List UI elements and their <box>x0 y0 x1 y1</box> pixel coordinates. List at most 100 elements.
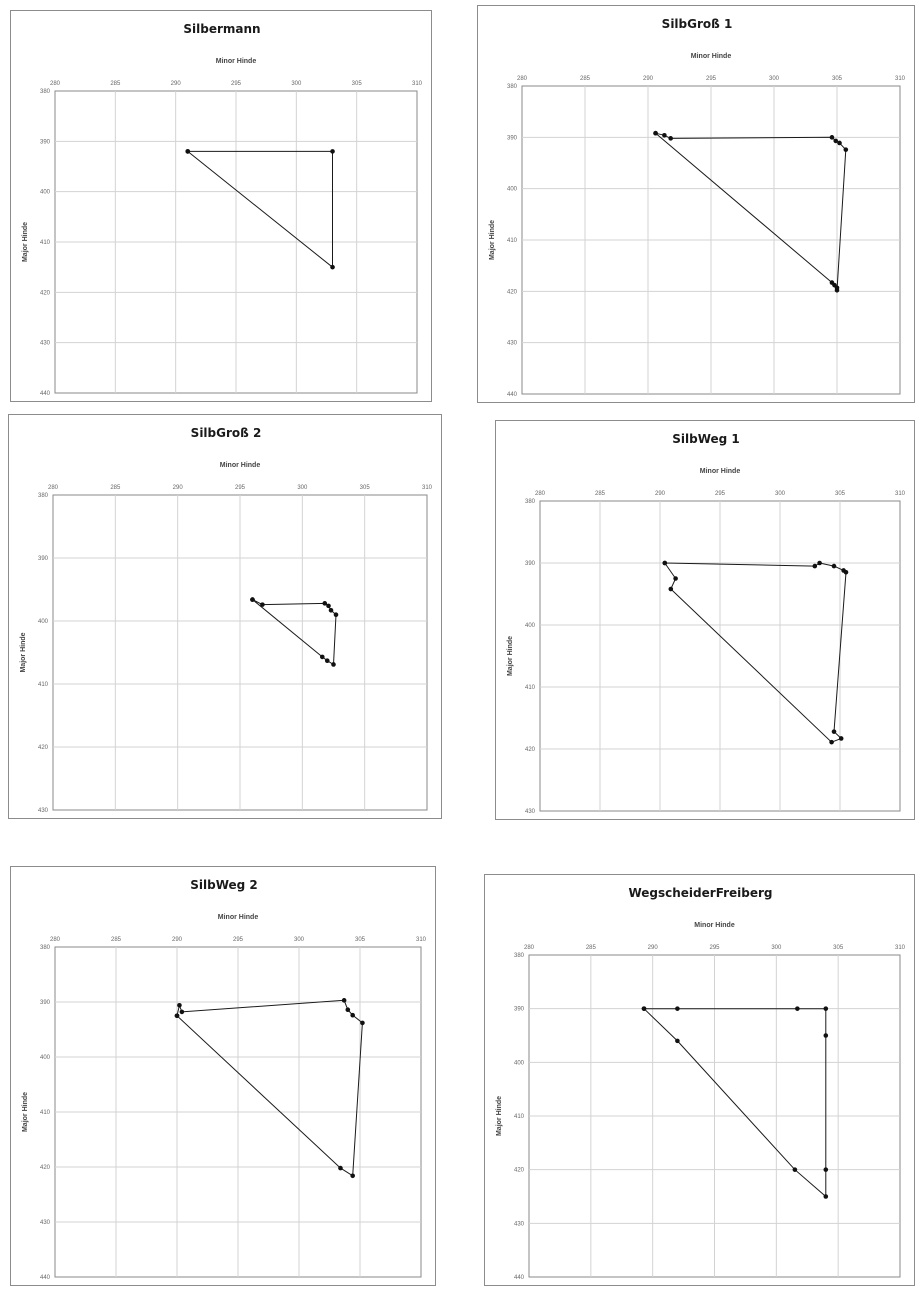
data-point <box>838 736 844 741</box>
y-tick-label: 440 <box>40 1275 51 1281</box>
data-point <box>341 998 347 1003</box>
x-tick-label: 300 <box>771 945 782 951</box>
x-tick-label: 285 <box>110 485 121 491</box>
chart-panel-silbgross-1: SilbGroß 1 Minor Hinde Major Hinde 280 285 29… <box>477 5 915 403</box>
y-tick-label: 400 <box>38 619 49 625</box>
y-tick-label: 420 <box>514 1168 525 1174</box>
x-tick-label: 285 <box>111 937 122 943</box>
data-point <box>350 1012 355 1018</box>
data-point <box>653 130 658 136</box>
x-tick-label: 310 <box>412 81 423 87</box>
y-tick-label: 410 <box>40 240 51 246</box>
data-point <box>668 586 674 592</box>
y-tick-label: 400 <box>514 1060 525 1066</box>
y-tick-label: 380 <box>507 84 518 90</box>
chart-title: SilbGroß 1 <box>662 17 733 31</box>
x-axis-label: Minor Hinde <box>218 914 259 921</box>
data-point <box>843 570 849 575</box>
data-point <box>829 135 835 140</box>
x-tick-label: 285 <box>586 945 597 951</box>
x-tick-label: 285 <box>580 76 591 82</box>
data-point <box>345 1007 351 1012</box>
data-point <box>185 149 191 154</box>
y-tick-label: 390 <box>507 135 518 141</box>
data-point <box>795 1006 800 1011</box>
x-tick-label: 310 <box>422 485 433 491</box>
x-tick-label: 305 <box>355 937 366 943</box>
series-line <box>643 1008 827 1198</box>
data-point <box>179 1009 185 1015</box>
x-tick-label: 295 <box>706 76 717 82</box>
data-point <box>829 280 835 285</box>
y-tick-label: 410 <box>507 238 518 244</box>
x-tick-label: 280 <box>50 81 61 87</box>
data-point <box>177 1003 182 1008</box>
y-tick-label: 380 <box>40 945 51 951</box>
y-tick-label: 410 <box>40 1110 51 1116</box>
x-tick-label: 285 <box>595 491 606 497</box>
y-tick-label: 430 <box>40 341 51 347</box>
chart-panel-silbweg-1: SilbWeg 1 Minor Hinde Major Hinde 280 285 290… <box>495 420 915 820</box>
y-tick-label: 410 <box>514 1114 525 1120</box>
data-point <box>823 1167 829 1172</box>
y-axis-label: Major Hinde <box>22 1092 29 1132</box>
data-point <box>837 140 842 146</box>
x-axis-label: Minor Hinde <box>216 58 257 65</box>
x-tick-label: 280 <box>48 485 59 491</box>
x-tick-label: 310 <box>895 491 906 497</box>
chart-panel-silbermann: Silbermann Minor Hinde Major Hinde 280 285 29… <box>10 10 432 402</box>
x-tick-label: 305 <box>360 485 371 491</box>
data-point <box>319 654 325 660</box>
data-point <box>668 136 673 141</box>
data-point <box>831 729 837 734</box>
chart-panel-silbweg-2: SilbWeg 2 Minor Hinde Major Hinde 280 285 290… <box>10 866 436 1286</box>
series-line <box>176 999 363 1177</box>
chart-panel-silbgross-2: SilbGroß 2 Minor Hinde Major Hinde 280 285 29… <box>8 414 442 819</box>
series-line <box>187 150 333 269</box>
data-point <box>817 560 822 566</box>
chart-title: SilbWeg 1 <box>672 432 740 446</box>
x-axis-label: Minor Hinde <box>700 468 741 475</box>
data-point <box>831 563 837 569</box>
x-tick-label: 295 <box>709 945 720 951</box>
chart-title: WegscheiderFreiberg <box>628 886 772 900</box>
x-tick-label: 295 <box>231 81 242 87</box>
data-point <box>662 132 667 138</box>
chart-title: Silbermann <box>183 22 260 36</box>
data-point <box>641 1006 647 1011</box>
x-tick-label: 305 <box>352 81 363 87</box>
data-point <box>350 1173 355 1179</box>
y-tick-label: 430 <box>507 341 518 347</box>
x-axis-label: Minor Hinde <box>220 462 261 469</box>
chart-panel-wegscheiderfreiberg: WegscheiderFreiberg Minor Hinde Major Hind… <box>484 874 915 1286</box>
y-tick-label: 390 <box>40 1000 51 1006</box>
data-point <box>675 1038 680 1044</box>
x-tick-label: 280 <box>517 76 528 82</box>
x-tick-label: 280 <box>50 937 61 943</box>
x-tick-label: 300 <box>294 937 305 943</box>
y-axis-label: Major Hinde <box>22 222 29 262</box>
y-tick-label: 400 <box>525 623 536 629</box>
data-point <box>812 563 818 569</box>
data-point <box>829 739 834 745</box>
y-tick-label: 410 <box>525 685 536 691</box>
y-tick-label: 410 <box>38 682 49 688</box>
data-point <box>174 1013 180 1019</box>
data-point <box>823 1194 829 1199</box>
chart-silbermann: Silbermann Minor Hinde Major Hinde 280 285 29… <box>22 22 423 397</box>
data-point <box>333 612 339 617</box>
data-point <box>675 1006 680 1011</box>
data-point <box>330 264 335 270</box>
data-point <box>322 601 328 606</box>
data-point <box>360 1020 365 1026</box>
x-tick-label: 290 <box>172 937 183 943</box>
y-axis-label: Major Hinde <box>20 632 27 672</box>
series-line <box>252 599 337 666</box>
chart-silbgross-2: SilbGroß 2 Minor Hinde Major Hinde 280 285 29… <box>20 426 433 814</box>
y-tick-label: 430 <box>514 1221 525 1227</box>
x-tick-label: 310 <box>895 76 906 82</box>
y-tick-label: 380 <box>40 89 51 95</box>
chart-title: SilbWeg 2 <box>190 878 258 892</box>
x-tick-label: 280 <box>535 491 546 497</box>
y-tick-label: 440 <box>514 1275 525 1281</box>
